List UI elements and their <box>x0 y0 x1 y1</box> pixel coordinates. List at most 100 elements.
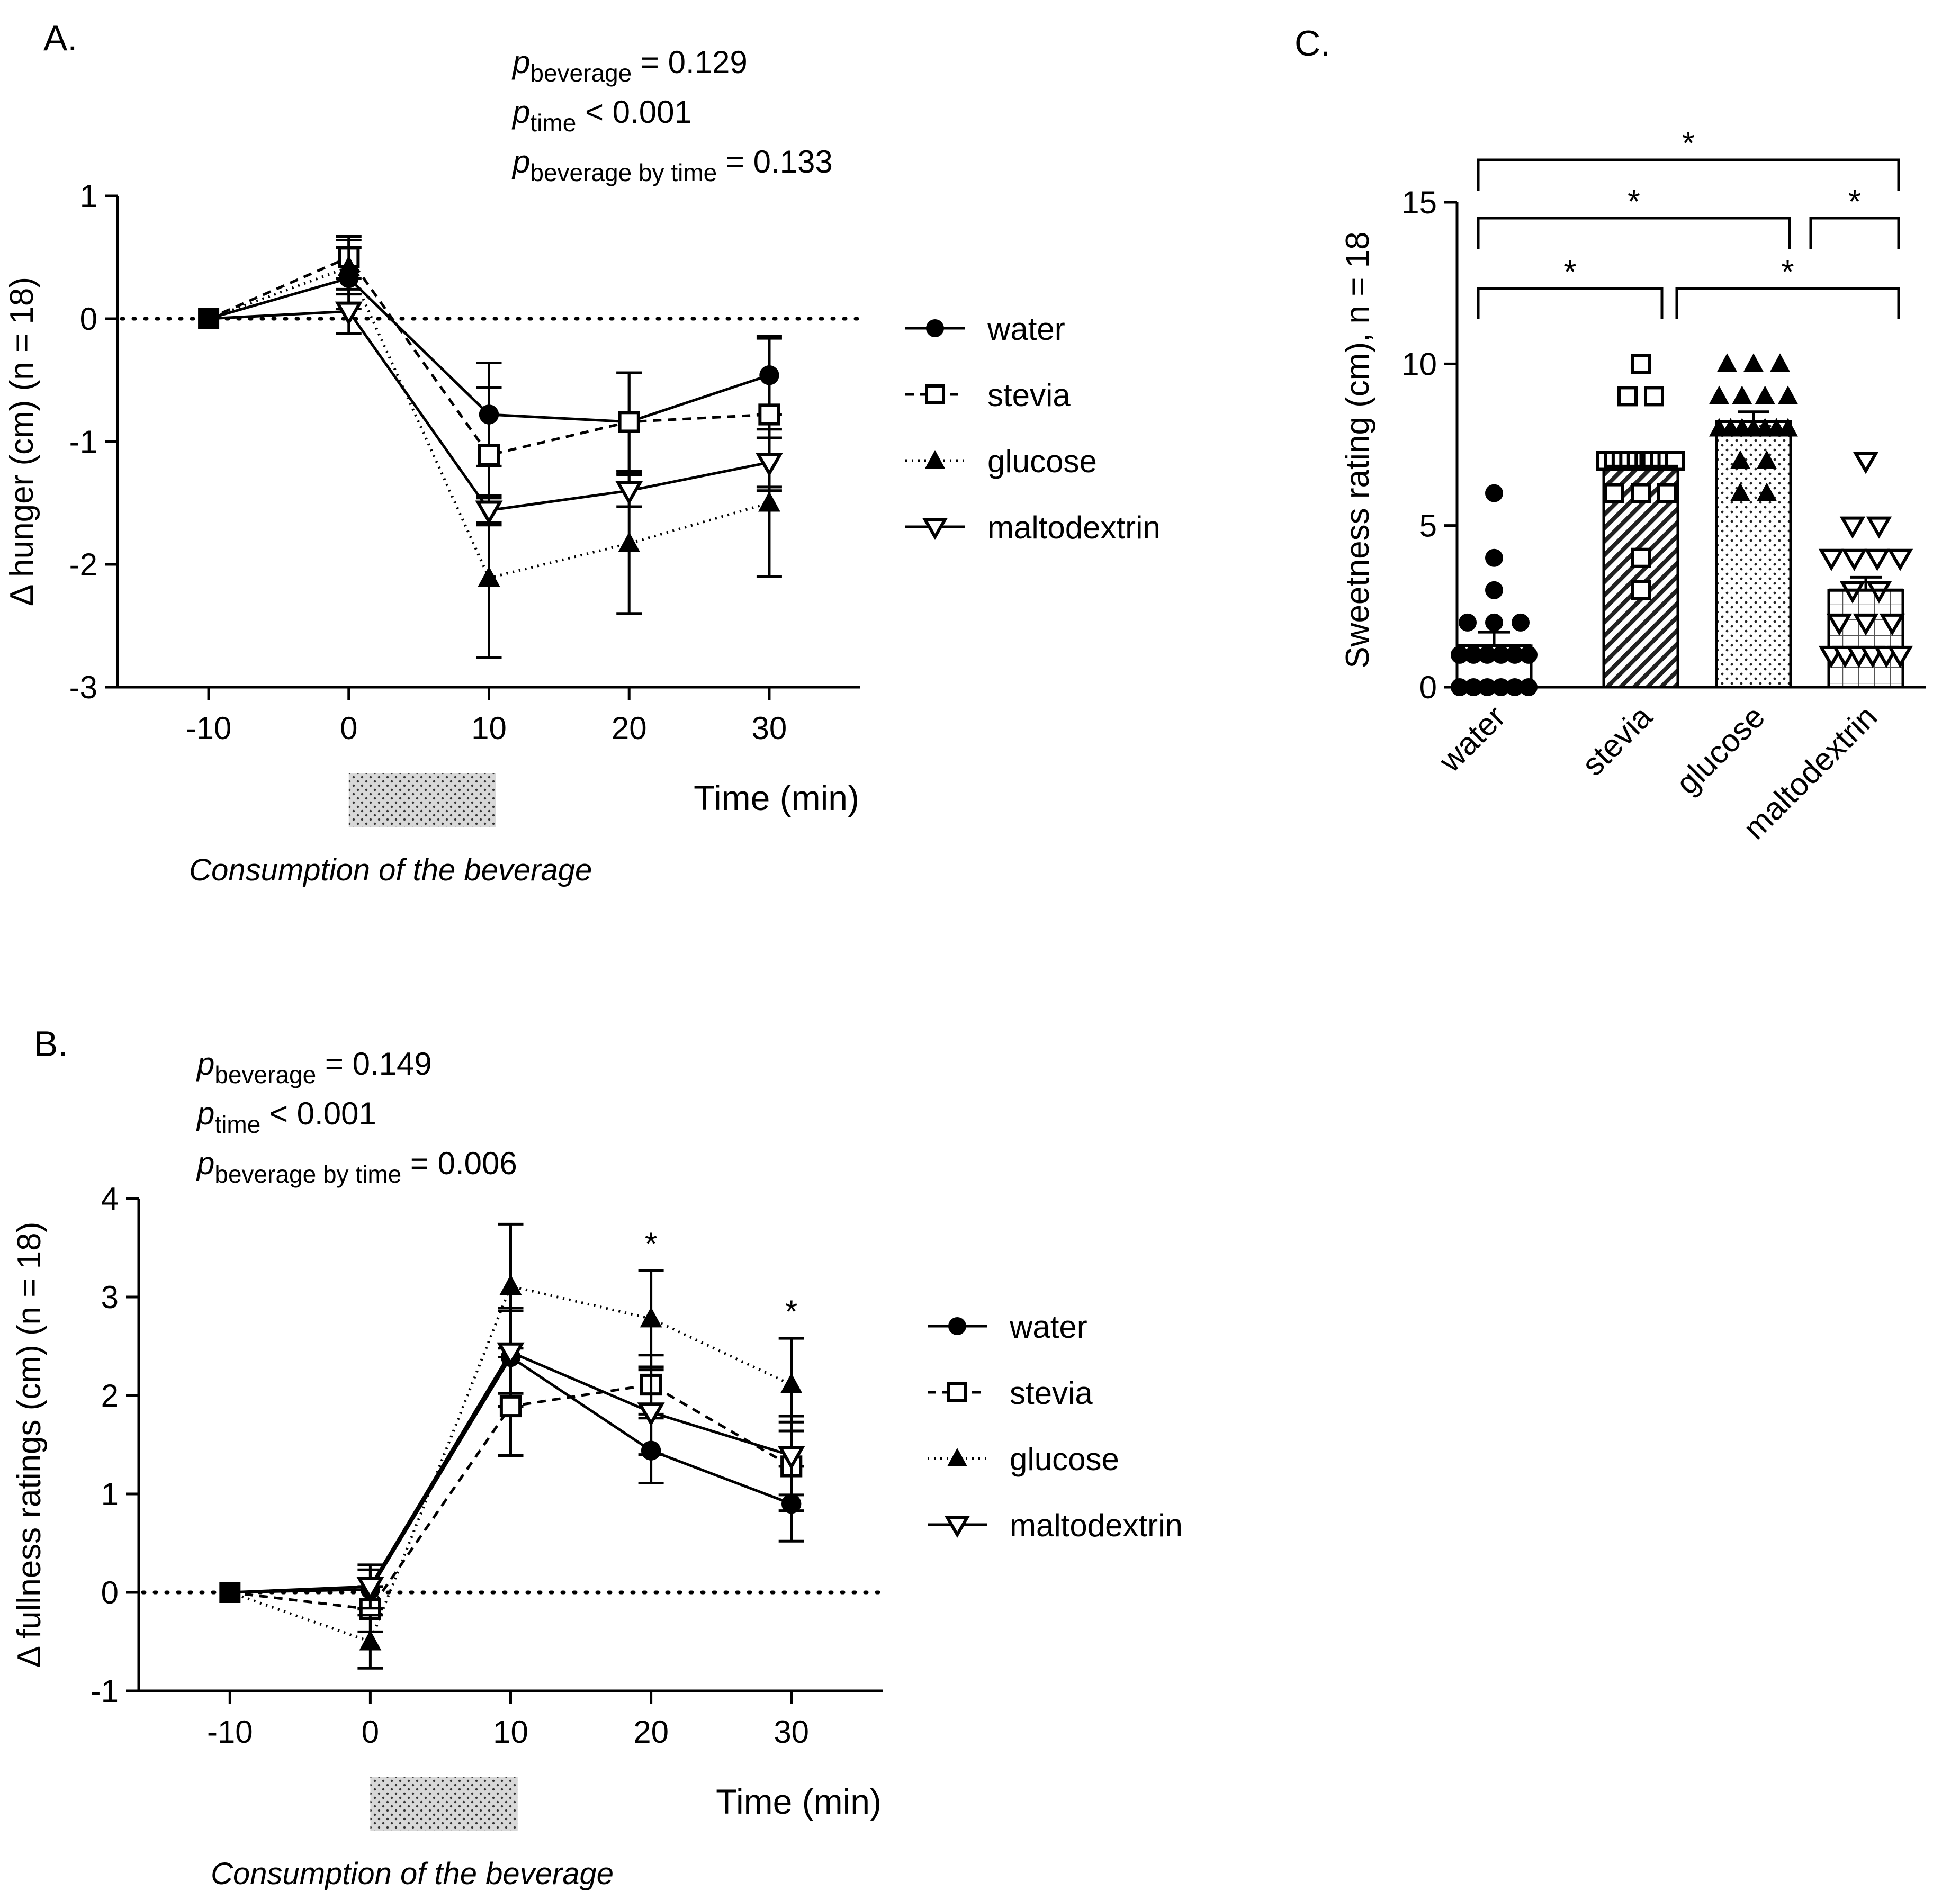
significance-star: * <box>1781 254 1794 291</box>
data-point-glucose <box>1730 450 1750 469</box>
y-tick-label: 0 <box>101 1575 119 1610</box>
data-point-water <box>1512 613 1530 632</box>
significance-bracket <box>1477 287 1664 319</box>
stat-line: pbeverage by time = 0.006 <box>196 1146 517 1188</box>
legend-label-water: water <box>1009 1309 1087 1345</box>
point-maltodextrin-10 <box>475 500 503 525</box>
x-axis-label: Time (min) <box>694 778 859 817</box>
legend-marker-maltodextrin <box>944 1516 970 1538</box>
x-tick-label: 20 <box>633 1714 669 1750</box>
data-point-water <box>1485 548 1503 567</box>
y-tick-label: 15 <box>1401 185 1437 220</box>
stat-subscript: beverage by time <box>530 159 717 186</box>
stat-p: p <box>511 44 530 80</box>
series-glucose <box>229 1222 804 1670</box>
legend-label-water: water <box>987 311 1065 347</box>
point-stevia-10 <box>478 444 500 466</box>
point-maltodextrin-0 <box>335 301 363 326</box>
data-point-water <box>1485 613 1503 632</box>
y-tick-label: 1 <box>101 1476 119 1512</box>
data-point-maltodextrin <box>1841 548 1867 571</box>
series-stevia <box>208 235 782 524</box>
data-point-glucose <box>1743 353 1764 372</box>
point-maltodextrin-10 <box>497 1342 525 1367</box>
data-point-water <box>1451 678 1469 696</box>
data-point-water <box>1485 581 1503 599</box>
bar-maltodextrin <box>1827 589 1904 689</box>
data-point-stevia <box>1631 580 1651 600</box>
stat-value: = 0.149 <box>316 1046 432 1082</box>
x-tick-label: 30 <box>752 710 787 746</box>
point-stevia-10 <box>499 1395 522 1418</box>
consumption-label: Consumption of the beverage <box>189 853 592 887</box>
data-point-stevia <box>1617 386 1638 407</box>
data-point-water <box>1464 645 1482 664</box>
y-tick-label: 0 <box>1419 670 1437 705</box>
data-point-glucose <box>1770 353 1790 372</box>
point-maltodextrin-20 <box>615 481 643 505</box>
y-tick-label: 2 <box>101 1378 119 1413</box>
point-glucose-30 <box>758 491 780 512</box>
baseline-marker <box>198 308 220 329</box>
data-point-stevia <box>1604 483 1624 503</box>
stat-line: ptime < 0.001 <box>196 1096 376 1138</box>
data-point-water <box>1520 678 1538 696</box>
point-glucose-10 <box>478 566 500 587</box>
category-label-glucose: glucose <box>1669 699 1772 802</box>
data-point-glucose <box>1717 353 1737 372</box>
bar-group-maltodextrin <box>1818 452 1913 689</box>
point-stevia-20 <box>618 411 640 433</box>
panel-label-c: C. <box>1294 23 1330 64</box>
point-glucose-0 <box>359 1630 382 1651</box>
y-tick-label: -1 <box>91 1673 119 1709</box>
series-maltodextrin <box>208 287 784 527</box>
stat-p: p <box>196 1046 214 1082</box>
legend-label-glucose: glucose <box>987 444 1097 479</box>
data-point-glucose <box>1755 385 1775 404</box>
panel-label-a: A. <box>43 18 77 58</box>
data-point-glucose <box>1757 450 1777 469</box>
stat-line: pbeverage by time = 0.133 <box>511 144 833 186</box>
stat-value: < 0.001 <box>576 94 692 130</box>
point-glucose-0 <box>337 255 360 276</box>
consumption-period-box <box>370 1777 518 1831</box>
data-point-maltodextrin <box>1839 516 1866 539</box>
data-point-water <box>1464 678 1482 696</box>
legend-marker-maltodextrin <box>922 518 948 541</box>
stat-subscript: beverage by time <box>214 1160 401 1188</box>
data-point-glucose <box>1730 482 1750 501</box>
legend-marker-water <box>948 1317 966 1335</box>
panel-a-hunger-chart: 10-1-2-3-10 0 10 20 30Δ hunger (cm) (n = 18)… <box>4 44 1161 887</box>
data-point-water <box>1492 645 1510 664</box>
stat-line: ptime < 0.001 <box>511 94 692 137</box>
data-point-water <box>1459 613 1477 632</box>
consumption-period-box <box>348 773 496 827</box>
data-point-water <box>1478 678 1496 696</box>
data-point-maltodextrin <box>1853 613 1879 636</box>
data-point-maltodextrin <box>1864 548 1890 571</box>
data-point-water <box>1492 678 1510 696</box>
significance-bracket <box>1477 158 1900 191</box>
stat-subscript: time <box>214 1111 260 1138</box>
x-tick-label: 10 <box>471 710 507 746</box>
stat-value: = 0.133 <box>717 144 833 179</box>
significance-bracket <box>1675 287 1900 319</box>
y-tick-label: 10 <box>1401 346 1437 382</box>
data-point-stevia <box>1631 354 1651 374</box>
significance-star: * <box>1682 125 1695 162</box>
data-point-stevia <box>1657 483 1677 503</box>
data-point-water <box>1451 645 1469 664</box>
x-tick-label: 30 <box>774 1714 809 1750</box>
data-point-glucose <box>1778 385 1798 404</box>
data-point-maltodextrin <box>1887 645 1913 668</box>
point-glucose-30 <box>780 1373 803 1394</box>
x-axis-label: Time (min) <box>716 1782 882 1821</box>
panel-c-sweetness-chart: 15 10 5 0 Sweetness rating (cm), n = 18 water… <box>1339 125 1926 846</box>
category-label-stevia: stevia <box>1575 698 1659 782</box>
legend-marker-glucose <box>947 1448 967 1466</box>
y-tick-label: -3 <box>69 670 97 705</box>
significance-star: * <box>785 1294 797 1329</box>
x-tick-label: 10 <box>493 1714 528 1750</box>
data-point-maltodextrin <box>1887 548 1913 571</box>
stat-value: = 0.129 <box>632 44 748 80</box>
